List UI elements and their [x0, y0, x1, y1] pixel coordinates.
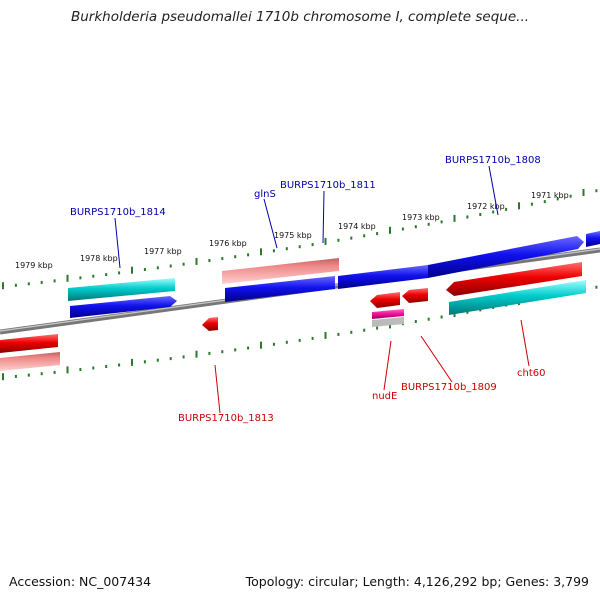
gene-feature[interactable] — [372, 317, 404, 327]
tick-label: 1977 kbp — [144, 247, 182, 256]
gene-label[interactable]: BURPS1710b_1811 — [280, 180, 376, 191]
map-title: Burkholderia pseudomallei 1710b chromoso… — [70, 9, 530, 25]
tick-label: 1979 kbp — [15, 261, 53, 270]
gene-feature[interactable] — [428, 236, 584, 278]
gene-label[interactable]: nudE — [372, 391, 397, 402]
tick-row-top — [2, 189, 598, 290]
gene-label[interactable]: glnS — [254, 189, 276, 200]
gene-feature[interactable] — [202, 317, 218, 331]
label-leader — [420, 335, 453, 383]
gene-feature[interactable] — [372, 309, 404, 319]
gene-feature[interactable] — [586, 231, 600, 247]
tick-label: 1973 kbp — [402, 213, 440, 222]
label-leader — [263, 198, 278, 249]
gene-label[interactable]: BURPS1710b_1808 — [445, 155, 541, 166]
gene-label[interactable]: BURPS1710b_1814 — [70, 207, 166, 218]
gene-label[interactable]: BURPS1710b_1809 — [401, 382, 497, 393]
gene-feature[interactable] — [222, 258, 339, 284]
gene-feature[interactable] — [68, 278, 175, 301]
tick-label: 1974 kbp — [338, 222, 376, 231]
tick-label: 1978 kbp — [80, 254, 118, 263]
gene-feature[interactable] — [338, 265, 428, 289]
tick-label: 1976 kbp — [209, 239, 247, 248]
label-leader — [383, 340, 392, 391]
gene-feature[interactable] — [225, 276, 335, 302]
gene-feature[interactable] — [402, 288, 428, 303]
topology-summary: Topology: circular; Length: 4,126,292 bp… — [245, 574, 589, 589]
tick-label: 1971 kbp — [531, 191, 569, 200]
label-leader — [114, 217, 121, 269]
label-leader — [322, 190, 325, 244]
label-leader — [488, 165, 499, 216]
label-leader — [214, 364, 221, 414]
gene-label[interactable]: cht60 — [517, 368, 545, 379]
gene-feature[interactable] — [0, 352, 60, 371]
gene-feature[interactable] — [0, 334, 58, 353]
gene-feature[interactable] — [446, 262, 582, 296]
tick-label: 1975 kbp — [274, 231, 312, 240]
gene-feature[interactable] — [70, 296, 177, 318]
gene-feature[interactable] — [370, 292, 400, 308]
accession-text: Accession: NC_007434 — [9, 574, 152, 589]
gene-feature[interactable] — [449, 280, 586, 315]
tick-label: 1972 kbp — [467, 202, 505, 211]
gene-label[interactable]: BURPS1710b_1813 — [178, 413, 274, 424]
label-leader — [520, 319, 530, 367]
